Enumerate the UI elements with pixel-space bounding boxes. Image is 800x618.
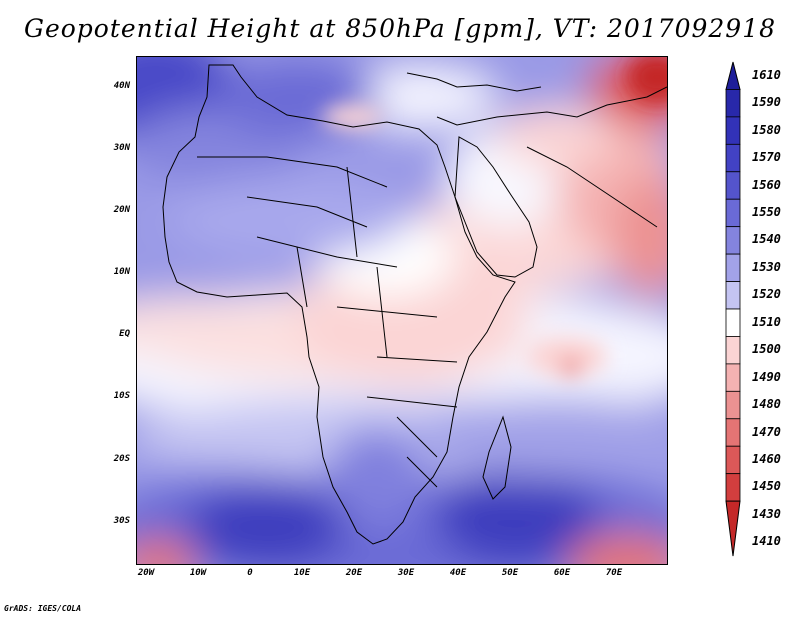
lon-label-10w: 10W (189, 568, 207, 578)
colorbar-label: 1510 (752, 314, 781, 329)
colorbar-label: 1460 (752, 451, 781, 466)
height-field (137, 57, 667, 564)
lon-label-40e: 40E (449, 568, 467, 578)
coastlines (162, 64, 667, 545)
lat-label-10n: 10N (113, 267, 130, 277)
colorbar-box (725, 390, 741, 420)
colorbar-label: 1580 (752, 122, 781, 137)
map-plot (137, 57, 667, 564)
colorbar-label: 1570 (752, 150, 781, 165)
colorbar-label: 1560 (752, 177, 781, 192)
lat-label-40n: 40N (113, 81, 130, 91)
colorbar-label: 1410 (752, 534, 781, 549)
colorbar-label: 1540 (752, 232, 781, 247)
colorbar-box (725, 445, 741, 475)
lon-label-0: 0 (247, 568, 253, 578)
lon-label-10e: 10E (293, 568, 311, 578)
colorbar-box (725, 336, 741, 365)
colorbar-label: 1490 (752, 369, 781, 384)
colorbar-box (725, 473, 741, 502)
lat-label-20s: 20S (113, 454, 130, 464)
lon-label-30e: 30E (397, 568, 415, 578)
height-field-detail (322, 57, 667, 377)
colorbar-label: 1530 (752, 259, 781, 274)
lon-label-70e: 70E (605, 568, 623, 578)
colorbar-box (725, 143, 741, 173)
colorbar-label: 1500 (752, 342, 781, 357)
colorbar-label: 1470 (752, 424, 781, 439)
colorbar-label: 1590 (752, 95, 781, 110)
colorbar-box (725, 363, 741, 392)
lon-label-20e: 20E (345, 568, 363, 578)
lat-label-30n: 30N (113, 143, 130, 153)
lat-label-eq: EQ (119, 329, 130, 339)
colorbar-label: 1430 (752, 506, 781, 521)
lat-label-30s: 30S (113, 516, 130, 526)
colorbar-box (725, 89, 741, 118)
colorbar-label: 1520 (752, 287, 781, 302)
lat-label-20n: 20N (113, 205, 130, 215)
colorbar-label: 1610 (752, 67, 781, 82)
lat-label-10s: 10S (113, 391, 130, 401)
colorbar-box (725, 253, 741, 282)
lon-label-60e: 60E (553, 568, 571, 578)
chart-title: Geopotential Height at 850hPa [gpm], VT:… (23, 14, 777, 43)
lon-label-50e: 50E (501, 568, 519, 578)
colorbar-label: 1550 (752, 204, 781, 219)
colorbar-box (725, 116, 741, 145)
colorbar-box (725, 226, 741, 255)
lon-label-20w: 20W (137, 568, 155, 578)
colorbar-box (725, 418, 741, 447)
colorbar-box (725, 308, 741, 337)
colorbar-bottom-arrow (725, 500, 741, 557)
colorbar-box (725, 281, 741, 310)
colorbar-box (725, 171, 741, 200)
colorbar-label: 1480 (752, 397, 781, 412)
colorbar-top-arrow (725, 61, 741, 90)
footer-credit: GrADS: IGES/COLA (4, 604, 82, 613)
colorbar-box (725, 198, 741, 228)
colorbar-label: 1450 (752, 479, 781, 494)
map-panel (136, 56, 668, 565)
